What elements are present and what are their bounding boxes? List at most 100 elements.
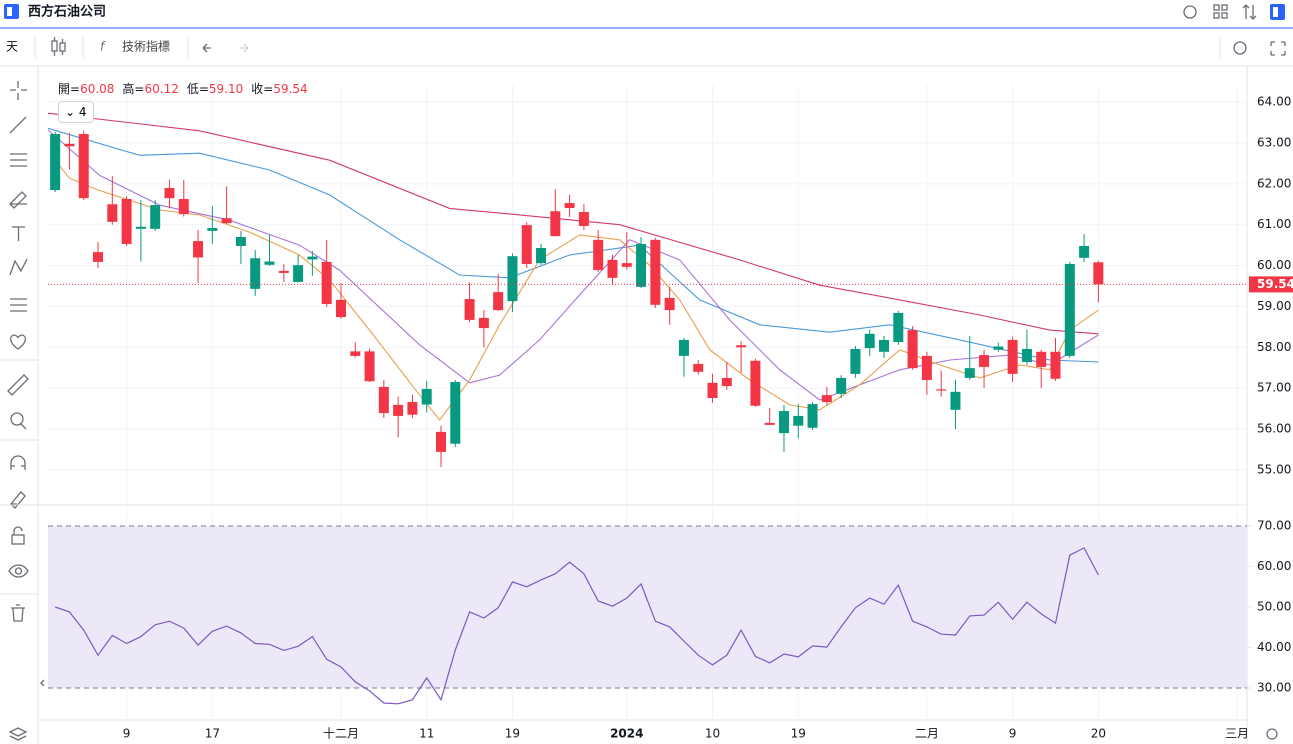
candle-body [879,339,890,352]
svg-text:f: f [100,40,106,54]
candle-body [550,211,561,237]
legend-label: 開= [58,82,81,96]
candle-body [778,411,789,434]
moving-average [47,112,1099,335]
candle-body [578,212,589,226]
legend-label: 低= [186,82,209,96]
y-tick-label: 57.00 [1257,381,1291,395]
candle-body [50,134,61,190]
y-tick-label: 50.00 [1257,600,1291,614]
indicator-toggle[interactable]: ⌄ 4 [58,101,94,123]
x-tick-label: 17 [205,727,220,741]
candle-body [393,404,404,416]
candle-body [1021,348,1032,363]
candle-body [836,377,847,394]
candle-body [350,351,361,356]
ohlc-legend: 開=60.08 高=60.12 低=59.10 收=59.54 [58,80,316,97]
y-tick-label: 60.00 [1257,258,1291,272]
candle-body [121,198,132,244]
legend-value: 60.08 [80,82,115,96]
legend-value: 59.10 [208,82,244,96]
candle-body [235,236,246,246]
candle-body [1050,351,1061,379]
y-tick-label: 40.00 [1257,640,1291,654]
candle-body [321,261,332,304]
rsi-line [54,547,1099,705]
candle-body [135,226,146,229]
candle-body [950,391,961,410]
candle-body [1093,262,1104,285]
candle-body [307,256,318,260]
candle-body [621,263,632,267]
candle-body [536,248,547,264]
y-tick-label: 30.00 [1257,681,1291,695]
candle-body [564,203,575,208]
indicator-count: 4 [78,105,87,119]
y-tick-label: 63.00 [1257,136,1291,150]
last-price-tag [1249,276,1293,293]
candle-body [521,225,532,264]
x-tick-label: 11 [419,727,434,741]
y-tick-label: 64.00 [1257,95,1291,109]
candle-body [821,395,832,403]
legend-value: 60.12 [144,82,179,96]
chevron: ⌄ [65,105,79,119]
candle-body [335,299,346,318]
candle-body [450,382,461,444]
candle-body [650,239,661,305]
y-tick-label: 58.00 [1257,340,1291,354]
title: 西方石油公司 [28,4,106,20]
x-tick-label: 19 [791,727,806,741]
candle-body [507,256,518,302]
rsi-band [48,526,1247,689]
y-tick-label: 60.00 [1257,559,1291,573]
candle-body [421,388,432,405]
candle-body [721,377,732,387]
legend-label: 高= [122,82,145,96]
y-tick-label: 59.00 [1257,299,1291,313]
candle-body [678,339,689,356]
moving-average [54,159,1099,421]
x-tick-label: 二月 [915,727,939,741]
moving-average [47,127,1099,363]
candle-body [864,333,875,349]
candle-body [707,382,718,398]
candle-body [921,355,932,380]
candle-body [493,292,504,311]
interval[interactable]: 天 [6,40,18,54]
candle-body [1036,351,1047,367]
candle-body [364,351,375,382]
candle-body [93,252,104,262]
x-tick-label: 20 [1091,727,1106,741]
candle-body [193,241,204,258]
candle-body [1079,245,1090,258]
y-tick-label: 61.00 [1257,217,1291,231]
legend-value: 59.54 [273,82,308,96]
candle-body [164,187,175,199]
candle-body [736,345,747,348]
header-icons[interactable] [1183,4,1285,20]
candle-body [464,299,475,320]
candle-body [993,346,1004,350]
candle-body [636,243,647,287]
candle-body [178,198,189,215]
candle-body [979,355,990,367]
moving-average [47,129,1099,401]
sidebar-icons[interactable] [0,81,1278,741]
candle-body [936,389,947,391]
toolbar-icons[interactable]: f [34,37,1286,58]
candle-body [764,422,775,425]
x-tick-label: 9 [123,727,131,741]
candle-body [107,204,118,222]
indicators-button[interactable]: 技術指標 [122,39,170,54]
candle-body [750,360,761,406]
candle-body [793,415,804,426]
candle-body [378,386,389,414]
candle-body [278,270,289,273]
y-tick-label: 70.00 [1257,519,1291,533]
y-tick-label: 56.00 [1257,422,1291,436]
candle-body [264,261,275,265]
candle-body [807,404,818,428]
